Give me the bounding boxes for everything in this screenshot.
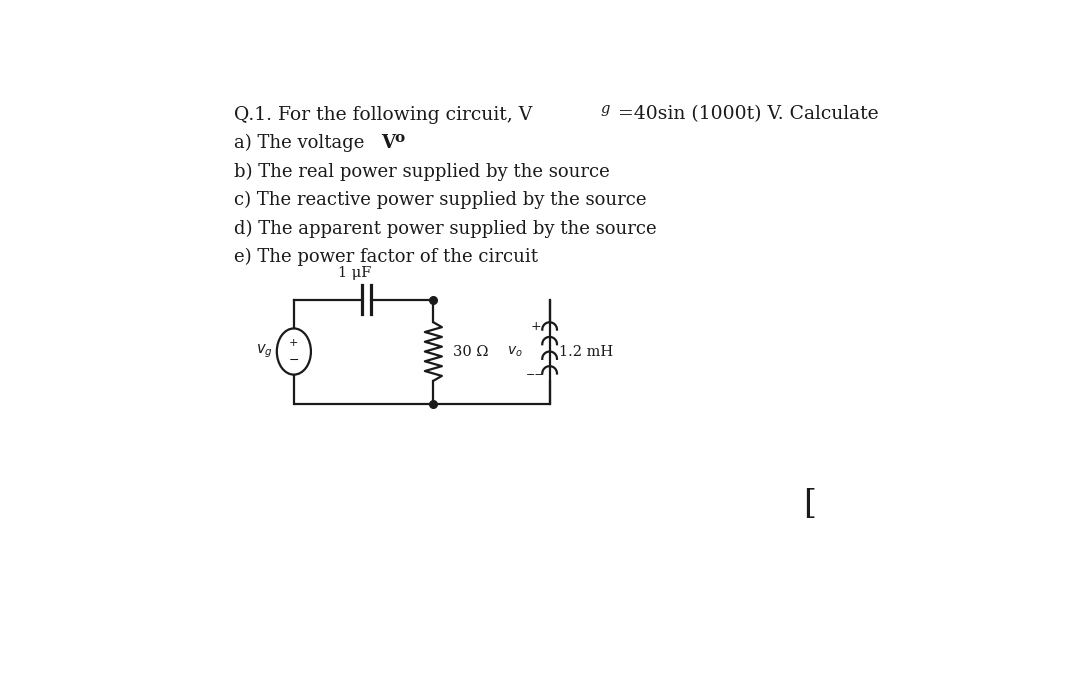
Text: Q.1. For the following circuit, V: Q.1. For the following circuit, V: [234, 106, 532, 123]
Text: 1.2 mH: 1.2 mH: [559, 344, 613, 359]
Text: d) The apparent power supplied by the source: d) The apparent power supplied by the so…: [234, 220, 657, 238]
Text: 30 Ω: 30 Ω: [453, 344, 488, 359]
Text: $v_o$: $v_o$: [507, 344, 523, 359]
Text: +: +: [289, 338, 298, 348]
Text: [: [: [802, 487, 815, 520]
Text: =40sin (1000t) V. Calculate: =40sin (1000t) V. Calculate: [618, 106, 878, 123]
Text: g: g: [600, 102, 610, 117]
Text: −−: −−: [526, 371, 545, 380]
Text: +: +: [530, 319, 541, 333]
Text: $v_g$: $v_g$: [256, 343, 273, 361]
Text: b) The real power supplied by the source: b) The real power supplied by the source: [234, 162, 610, 181]
Text: c) The reactive power supplied by the source: c) The reactive power supplied by the so…: [234, 191, 647, 209]
Text: 1 μF: 1 μF: [338, 266, 372, 280]
Text: e) The power factor of the circuit: e) The power factor of the circuit: [234, 248, 538, 266]
Text: V: V: [381, 134, 395, 152]
Text: −: −: [288, 355, 299, 367]
Text: o: o: [394, 131, 405, 145]
Text: a) The voltage: a) The voltage: [234, 134, 370, 152]
